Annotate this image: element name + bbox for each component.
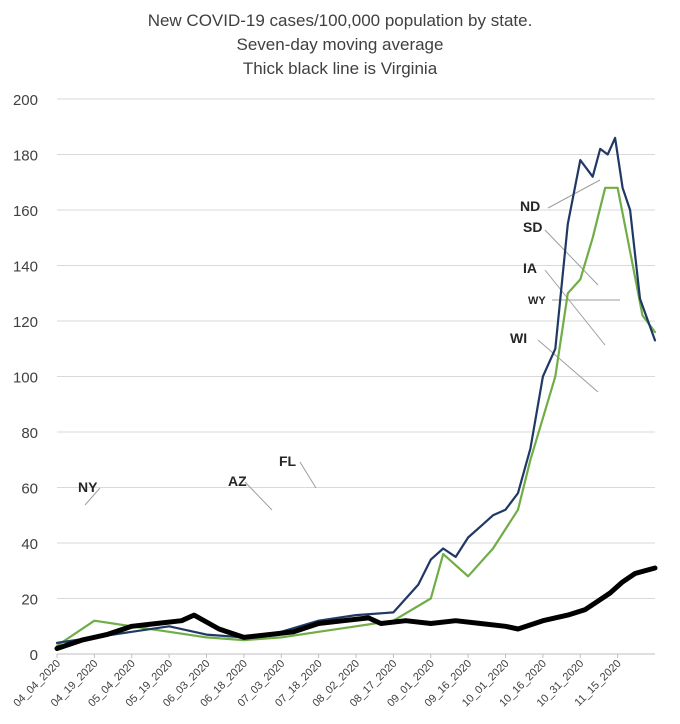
y-tick-label: 140 bbox=[13, 259, 38, 276]
annotation-sd: SD bbox=[523, 219, 542, 235]
y-tick-label: 200 bbox=[13, 92, 38, 109]
chart-title-line-2: Seven-day moving average bbox=[236, 35, 444, 54]
chart-title-line-3: Thick black line is Virginia bbox=[242, 59, 438, 78]
annotation-leader-line bbox=[544, 229, 599, 286]
y-tick-label: 160 bbox=[13, 203, 38, 220]
y-tick-label: 20 bbox=[21, 592, 38, 609]
y-tick-label: 80 bbox=[21, 425, 38, 442]
annotation-fl: FL bbox=[279, 453, 297, 469]
y-tick-label: 0 bbox=[30, 647, 38, 664]
annotation-leader-line bbox=[544, 269, 606, 346]
annotation-ny: NY bbox=[78, 479, 98, 495]
annotation-az: AZ bbox=[228, 473, 247, 489]
series-line-va bbox=[54, 565, 658, 651]
y-tick-label: 120 bbox=[13, 314, 38, 331]
annotation-leader-line bbox=[84, 487, 101, 506]
chart-title-line-1: New COVID-19 cases/100,000 population by… bbox=[147, 11, 533, 30]
y-tick-label: 100 bbox=[13, 370, 38, 387]
annotation-nd: ND bbox=[520, 198, 540, 214]
annotation-wy: WY bbox=[528, 295, 546, 307]
y-tick-label: 60 bbox=[21, 481, 38, 498]
annotation-leader-line bbox=[299, 461, 317, 489]
annotation-leader-line bbox=[244, 481, 273, 511]
y-tick-label: 180 bbox=[13, 148, 38, 165]
annotation-ia: IA bbox=[523, 260, 537, 276]
series-line-nd bbox=[55, 136, 657, 644]
series-line-sd bbox=[55, 186, 657, 647]
annotation-leader-line bbox=[537, 339, 599, 393]
annotation-wi: WI bbox=[510, 330, 527, 346]
y-tick-label: 40 bbox=[21, 536, 38, 553]
